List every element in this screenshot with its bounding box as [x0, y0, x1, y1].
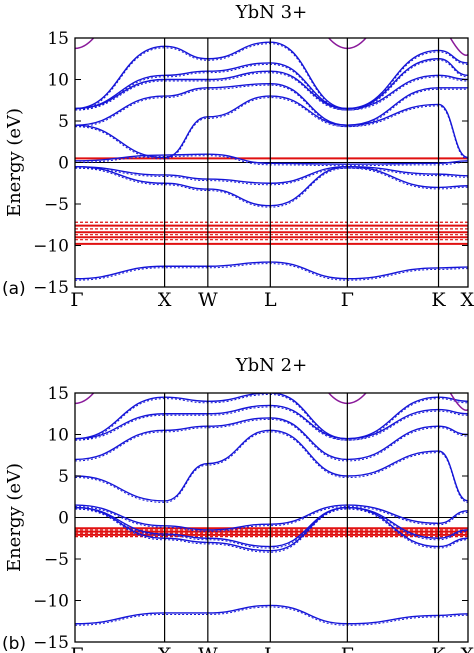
band-line-spin: [75, 406, 468, 441]
x-tick-label: X: [460, 289, 474, 311]
band-line: [75, 82, 468, 126]
plot-area: [75, 38, 468, 281]
band-line: [75, 417, 468, 461]
x-tick-label: Γ: [341, 289, 354, 311]
x-tick-label: Γ: [341, 644, 354, 653]
chart-title: YbN 3+: [235, 2, 307, 23]
top-band: [449, 393, 468, 411]
y-axis-label: Energy (eV): [4, 108, 25, 217]
plot-area: [75, 393, 468, 626]
y-tick-label: 0: [58, 154, 69, 174]
x-tick-label: K: [431, 289, 446, 311]
band-line-spin: [75, 431, 468, 503]
chart-title: YbN 2+: [235, 355, 307, 376]
y-tick-label: 10: [47, 71, 69, 91]
band-line: [75, 58, 468, 110]
band-line-spin: [75, 606, 468, 626]
x-tick-label: Γ: [70, 289, 83, 311]
y-tick-label: −15: [33, 278, 69, 298]
x-tick-label: W: [198, 644, 218, 653]
x-tick-label: Γ: [70, 644, 83, 653]
band-line-spin: [75, 59, 468, 111]
y-tick-label: −5: [44, 550, 69, 570]
y-tick-label: 5: [58, 112, 69, 132]
panel-label: (b): [2, 634, 26, 653]
band-line: [75, 404, 468, 440]
band-line: [75, 604, 468, 625]
band-line: [75, 41, 468, 110]
y-tick-label: 5: [58, 467, 69, 487]
band-line-spin: [75, 508, 468, 549]
y-tick-label: −15: [33, 633, 69, 653]
x-tick-label: W: [198, 289, 218, 311]
band-line-spin: [75, 167, 468, 208]
x-tick-label: X: [158, 644, 172, 653]
band-line-spin: [75, 84, 468, 128]
band-line-spin: [75, 43, 468, 111]
band-line: [75, 429, 468, 502]
band-line-spin: [75, 393, 468, 441]
x-tick-label: L: [264, 289, 277, 311]
band-line: [75, 506, 468, 552]
band-line-spin: [75, 263, 468, 281]
band-line-spin: [75, 418, 468, 462]
y-tick-label: −5: [44, 195, 69, 215]
y-tick-label: 10: [47, 426, 69, 446]
y-tick-label: −10: [33, 237, 69, 257]
band-line-spin: [75, 72, 468, 111]
x-tick-label: L: [264, 644, 277, 653]
x-tick-label: X: [158, 289, 172, 311]
y-tick-label: 15: [47, 29, 69, 49]
x-tick-label: K: [431, 644, 446, 653]
y-tick-label: −10: [33, 592, 69, 612]
panel-label: (a): [2, 279, 26, 299]
band-line-spin: [75, 508, 468, 553]
band-line: [75, 506, 468, 548]
y-tick-label: 0: [58, 509, 69, 529]
x-tick-label: X: [460, 644, 474, 653]
band-line-spin: [75, 167, 468, 186]
y-tick-label: 15: [47, 384, 69, 404]
top-band: [449, 38, 468, 56]
band-line: [75, 95, 468, 159]
band-line: [75, 70, 468, 110]
y-axis-label: Energy (eV): [4, 463, 25, 572]
